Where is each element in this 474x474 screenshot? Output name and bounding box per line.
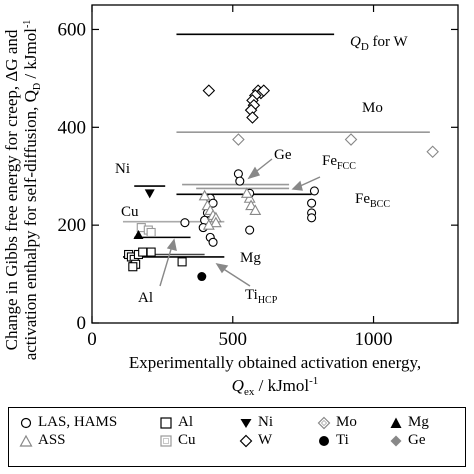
point-w <box>246 111 259 124</box>
y-tick-label: 0 <box>77 313 87 334</box>
legend-label-ti: Ti <box>336 432 349 448</box>
point-cu <box>146 227 156 238</box>
x-tick-label: 500 <box>219 329 248 350</box>
legend-label-mo: Mo <box>336 414 357 430</box>
y-tick-label: 200 <box>58 215 87 236</box>
legend-item-ni: Ni <box>239 414 273 431</box>
point-al <box>146 247 156 257</box>
al-arrowhead <box>166 238 177 251</box>
point-ass <box>202 219 215 230</box>
legend-item-ass: ASS <box>19 432 66 449</box>
cu-label: Cu <box>121 204 139 220</box>
al-arrow <box>159 245 173 287</box>
point-las-hams <box>235 176 245 186</box>
point-las-hams <box>307 213 317 223</box>
point-las-hams <box>208 237 218 247</box>
qd-w-label: QD for W <box>350 34 409 53</box>
point-mg <box>133 229 144 239</box>
diamond-filled-icon <box>390 435 402 446</box>
square-open-icon <box>160 416 172 429</box>
legend-item-w: W <box>239 432 272 449</box>
ge-arrowhead <box>247 166 261 180</box>
point-ni <box>144 189 155 199</box>
al-label: Al <box>138 290 153 306</box>
point-al <box>128 262 138 272</box>
legend-label-al: Al <box>178 414 193 430</box>
legend-item-al: Al <box>159 414 193 431</box>
x-axis-title-line1: Experimentally obtained activation energ… <box>129 353 421 372</box>
legend-label-las-hams: LAS, HAMS <box>38 414 118 430</box>
point-mo <box>344 133 358 146</box>
legend-label-ge: Ge <box>408 432 426 448</box>
point-ass <box>209 216 222 228</box>
fe-fcc-label: FeFCC <box>322 153 356 172</box>
point-ass <box>249 204 262 216</box>
y-tick-label: 600 <box>58 19 87 40</box>
point-mo <box>232 133 245 146</box>
y-axis-title-line2: activation enthalpy for self-diffusion, … <box>21 20 43 361</box>
point-las-hams <box>180 218 190 228</box>
axis-ticks: 0 500 1000 0 200 400 600 <box>58 5 458 350</box>
point-mo <box>426 145 439 159</box>
legend-label-ni: Ni <box>258 414 273 430</box>
point-ass <box>240 187 253 198</box>
ti-arrowhead <box>215 262 229 274</box>
annotation-arrows <box>159 158 321 287</box>
mo-label: Mo <box>362 100 383 116</box>
ge-label: Ge <box>274 147 292 163</box>
plot-frame <box>91 4 459 324</box>
ti-arrow <box>221 267 251 287</box>
legend-item-cu: Cu <box>159 432 196 449</box>
mg-label: Mg <box>240 250 261 266</box>
point-al <box>177 257 187 267</box>
legend-label-cu: Cu <box>178 432 196 448</box>
circle-filled-icon <box>319 435 329 446</box>
legend-label-w: W <box>258 432 273 448</box>
point-ti <box>197 272 207 282</box>
data-points <box>124 84 439 282</box>
circle-open-icon <box>20 417 32 428</box>
reference-lines <box>122 33 430 258</box>
point-las-hams <box>245 225 255 235</box>
triangle-open-icon <box>19 434 33 447</box>
triangle-filled-icon <box>390 417 402 428</box>
point-al <box>138 247 148 257</box>
point-las-hams <box>233 169 243 179</box>
point-las-hams <box>307 198 317 208</box>
point-las-hams <box>309 186 319 196</box>
x-tick-label: 0 <box>87 329 97 350</box>
ti-hcp-label: TiHCP <box>245 287 278 306</box>
x-tick-label: 1000 <box>355 329 393 350</box>
legend-item-las-hams: LAS, HAMS <box>19 414 117 431</box>
point-ass <box>198 189 211 201</box>
square-open-gray-icon <box>160 434 172 447</box>
y-axis-title-line1: Change in Gibbs free energy for creep, Δ… <box>2 29 21 350</box>
point-w <box>202 84 216 97</box>
chart-area: 0 500 1000 0 200 400 600 QD for W Mo Ge FeFCC … <box>2 4 459 398</box>
legend-label-mg: Mg <box>408 414 429 430</box>
fe-fcc-arrowhead <box>291 180 303 191</box>
diamond-open-icon <box>239 434 253 447</box>
legend: LAS, HAMS ASS Al Cu Ni W Mo Ti Mg Ge <box>8 407 466 467</box>
legend-label-ass: ASS <box>38 432 66 448</box>
legend-item-mo: Mo <box>317 414 357 431</box>
point-w <box>257 84 271 97</box>
diamond-open-gray-icon <box>317 416 331 429</box>
legend-item-ge: Ge <box>389 432 426 449</box>
fe-bcc-label: FeBCC <box>355 191 390 210</box>
triangle-down-filled-icon <box>240 418 252 428</box>
legend-item-ti: Ti <box>317 432 349 449</box>
x-axis-title-line2: Qex / kJmol-1 <box>232 375 319 398</box>
ni-label: Ni <box>115 161 130 177</box>
point-ass <box>245 199 258 211</box>
y-tick-label: 400 <box>58 117 87 138</box>
legend-item-mg: Mg <box>389 414 429 431</box>
fe-fcc-arrow <box>297 176 321 188</box>
